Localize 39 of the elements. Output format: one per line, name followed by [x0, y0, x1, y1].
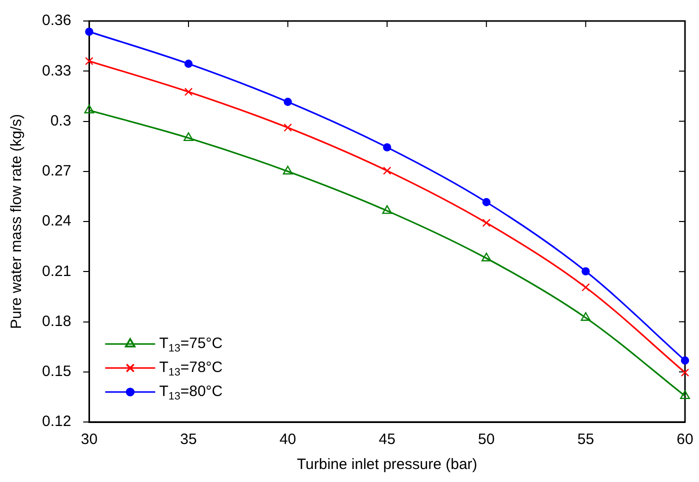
point: [582, 283, 590, 292]
point: [184, 132, 194, 142]
x-tick-label: 35: [180, 431, 197, 448]
point: [382, 166, 392, 175]
point: [184, 88, 193, 96]
point: [284, 98, 292, 106]
y-tick-label: 0.24: [42, 212, 72, 230]
point: [282, 166, 293, 174]
y-tick-label: 0.18: [42, 312, 72, 330]
point: [680, 390, 690, 400]
point: [85, 56, 94, 66]
point: [482, 198, 490, 206]
x-tick-label: 60: [676, 431, 694, 448]
point: [680, 368, 690, 377]
y-tick-label: 0.15: [42, 363, 72, 380]
y-tick-label: 0.33: [42, 62, 72, 80]
point: [482, 218, 491, 227]
y-tick-label: 0.12: [42, 413, 72, 430]
x-tick-label: 55: [577, 431, 594, 448]
point: [382, 205, 392, 214]
point: [184, 60, 193, 68]
y-axis-title: Pure water mass flow rate (kg/s): [8, 114, 26, 330]
x-tick-label: 50: [478, 431, 495, 448]
point: [382, 143, 392, 152]
y-tick-label: 0.27: [42, 162, 72, 180]
x-axis-title: Turbine inlet pressure (bar): [296, 456, 478, 474]
y-tick-label: 0.3: [50, 112, 72, 130]
y-tick-label: 0.36: [42, 12, 72, 30]
x-tick-label: 30: [80, 431, 98, 448]
x-tick-label: 45: [378, 431, 396, 448]
x-tick-label: 40: [279, 431, 296, 448]
point: [481, 252, 492, 262]
y-tick-label: 0.21: [42, 262, 72, 280]
point: [85, 28, 94, 36]
point: [84, 104, 94, 114]
point: [680, 356, 690, 365]
point: [580, 312, 591, 321]
point: [284, 123, 292, 132]
point: [582, 267, 590, 276]
